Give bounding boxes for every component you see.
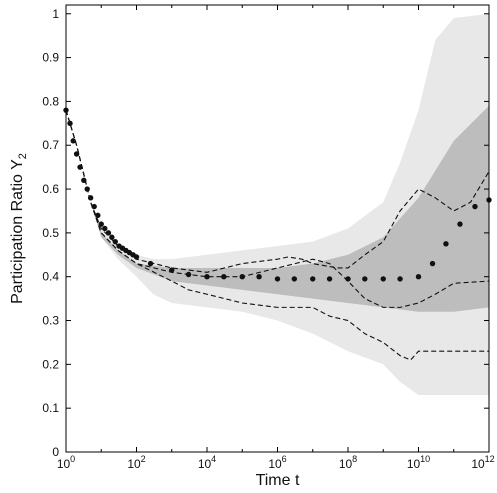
mean-dot [84, 186, 90, 192]
x-tick-label: 1010 [407, 454, 430, 471]
y-tick-label: 0.4 [42, 270, 59, 284]
y-tick-label: 0.1 [42, 401, 59, 415]
mean-dot [397, 276, 403, 282]
mean-dot [169, 267, 175, 273]
mean-dot [326, 276, 333, 282]
mean-dot [443, 241, 449, 247]
dashed-series-1 [65, 110, 490, 273]
mean-dot [105, 230, 112, 236]
dashed-series-group [65, 110, 490, 361]
mean-dot [77, 164, 83, 170]
y-axis: 0 0.1 0.2 0.3 0.4 0.5 0.6 0.7 0.8 0.9 1 [42, 7, 489, 459]
x-tick-label: 102 [127, 454, 145, 471]
y-tick-label: 1 [52, 7, 59, 21]
x-tick-label: 100 [57, 454, 75, 471]
y-axis-title-main: Participation Ratio Y [9, 159, 26, 304]
x-axis-title: Time t [256, 472, 300, 489]
y-axis-title-subscript: 2 [17, 153, 29, 159]
y-tick-label: 0.6 [42, 182, 59, 196]
mean-dot [67, 120, 73, 127]
mean-dot [95, 212, 101, 219]
mean-dot [380, 276, 386, 282]
mean-dot [87, 195, 94, 201]
y-tick-label: 0.2 [42, 357, 59, 371]
mean-dot [185, 271, 192, 278]
mean-dot [81, 177, 87, 183]
confidence-bands [66, 13, 489, 396]
mean-dot [239, 274, 245, 280]
mean-dot [73, 151, 80, 157]
dashed-series-3 [65, 110, 489, 361]
mean-dot [102, 225, 108, 232]
mean-dot [147, 260, 154, 267]
mean-dot [429, 260, 436, 267]
mean-dot [310, 276, 316, 282]
y-tick-label: 0.5 [42, 226, 59, 240]
mean-dot [345, 276, 351, 282]
mean-dots-series [63, 107, 492, 282]
y-tick-label: 0.8 [42, 94, 59, 108]
x-axis: 100 102 104 106 108 1010 1012 [57, 5, 495, 471]
mean-dot [109, 234, 115, 240]
mean-dot [274, 276, 281, 282]
inner-band [66, 105, 489, 312]
mean-dot [91, 203, 97, 210]
x-tick-label: 108 [339, 454, 357, 471]
y-tick-label: 0.3 [42, 314, 59, 328]
mean-dot [112, 238, 118, 245]
mean-dot [256, 274, 262, 280]
x-tick-label: 1012 [471, 454, 494, 471]
mean-dot [415, 274, 422, 280]
y-tick-label: 0.7 [42, 138, 59, 152]
y-tick-label: 0.9 [42, 51, 59, 65]
mean-dot [457, 221, 463, 227]
x-tick-label: 106 [268, 454, 286, 471]
x-tick-label: 104 [198, 454, 216, 471]
y-tick-label: 0 [52, 445, 59, 459]
mean-dot [472, 203, 478, 210]
mean-dot [291, 276, 298, 282]
mean-dot [362, 276, 368, 282]
y-axis-title: Participation Ratio Y2 [9, 153, 29, 304]
mean-dot [98, 221, 104, 227]
mean-dot [221, 274, 227, 280]
mean-dot [70, 138, 76, 144]
mean-dot [133, 254, 140, 260]
mean-dot [204, 274, 210, 280]
